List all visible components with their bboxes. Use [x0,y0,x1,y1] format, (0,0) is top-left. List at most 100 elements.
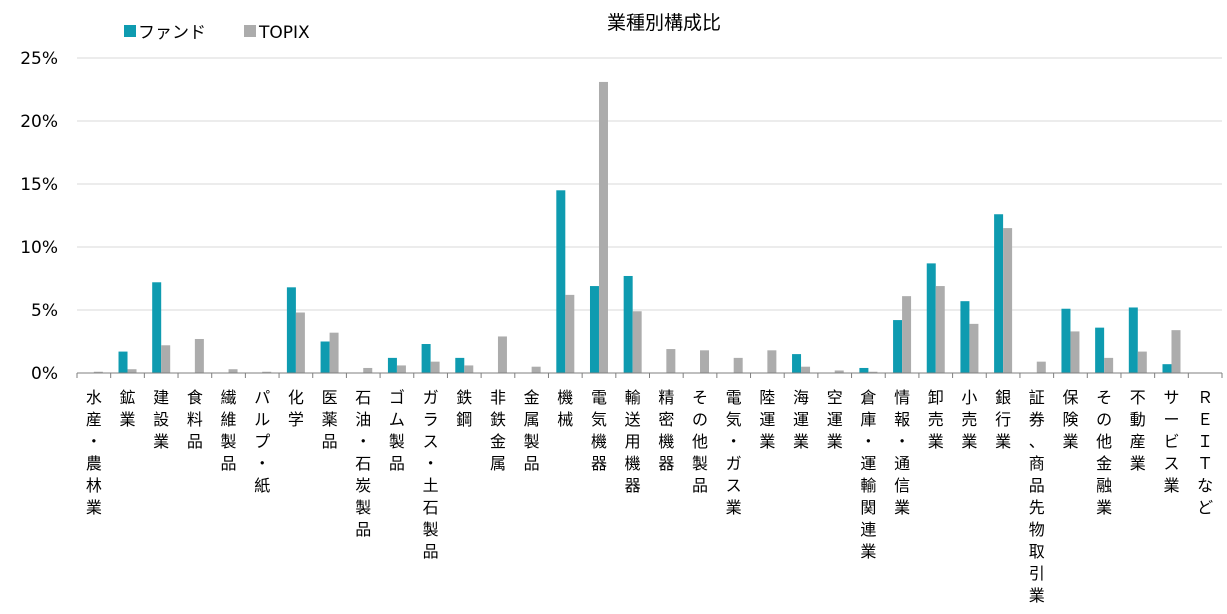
bar-topix [363,367,373,373]
category-label: 電気機器 [591,388,607,473]
bar-fund [118,351,128,373]
bar-topix [396,365,406,373]
category-label: ＲＥＩＴなど [1197,388,1213,517]
bar-fund [792,354,802,373]
bar-fund [556,190,566,373]
y-tick-label: 20% [20,112,58,132]
bar-fund [926,263,936,373]
category-label: 情報・通信業 [894,388,910,517]
bar-fund [1061,308,1071,373]
bar-topix [531,366,541,373]
y-axis: 0% 5% 10% 15% 20% 25% [20,49,58,384]
category-label: サービス業 [1163,388,1179,495]
bar-topix [127,369,137,373]
bar-topix [1137,351,1147,373]
category-label: 石油・石炭製品 [355,388,371,539]
category-label: ガラス・土石製品 [423,388,439,561]
y-tick-label: 5% [31,301,58,321]
bar-topix [262,371,272,373]
bar-fund [320,341,330,373]
category-label: パルプ・紙 [254,388,270,495]
category-label: ゴム製品 [389,388,405,473]
bar-fund [960,301,970,373]
bar-topix [1036,361,1046,373]
bar-fund [387,357,397,373]
bar-fund [859,367,869,373]
bar-topix [228,369,238,373]
bar-topix [161,345,171,373]
category-label: 陸運業 [759,388,775,451]
bar-fund [589,286,599,373]
bar-topix [93,371,103,373]
legend-swatch-topix [244,25,256,37]
bars [93,81,1181,373]
category-label: 食料品 [187,388,203,451]
y-tick-label: 25% [20,49,58,69]
category-label: 空運業 [827,388,843,451]
bar-topix [733,357,743,373]
bar-fund [421,344,431,373]
bar-topix [194,338,204,373]
legend-label-fund: ファンド [138,23,206,43]
category-label: 輸送用機器 [625,388,641,495]
bar-topix [464,365,474,373]
category-label: 銀行業 [995,388,1011,451]
bar-topix [1171,330,1181,373]
category-label: 証券、商品先物取引業 [1029,388,1045,605]
category-label: 卸売業 [928,388,944,451]
bar-fund [1095,327,1105,373]
bar-topix [632,311,642,373]
bar-fund [455,357,465,373]
bar-topix [1104,357,1114,373]
category-label: 小売業 [961,388,977,451]
bar-topix [868,371,878,373]
category-label: 海運業 [793,388,809,451]
bar-topix [902,296,912,373]
bar-topix [598,81,608,373]
bar-topix [295,312,305,373]
category-label: 精密機器 [658,388,674,473]
category-label: 電気・ガス業 [726,388,742,517]
bar-fund [1162,364,1172,373]
chart-title: 業種別構成比 [607,12,721,34]
legend-swatch-fund [124,25,136,37]
category-label: 倉庫・運輸関連業 [860,388,876,561]
category-label: その他製品 [692,388,708,495]
bar-fund [1128,307,1138,373]
category-label: 水産・農林業 [86,388,102,517]
category-label: 鉄鋼 [456,388,472,429]
bar-topix [969,323,979,373]
legend: ファンド TOPIX [124,23,310,43]
category-label: 建設業 [153,388,169,451]
bar-topix [700,350,710,373]
category-label: 鉱業 [120,388,136,429]
category-label: 化学 [288,388,304,429]
category-label: 非鉄金属 [490,388,506,473]
bar-topix [329,332,339,373]
category-label: 保険業 [1062,388,1078,451]
legend-label-topix: TOPIX [258,23,310,43]
bar-topix [935,286,945,373]
y-tick-label: 10% [20,238,58,258]
bar-topix [497,336,507,373]
bar-topix [801,366,811,373]
category-label: 金属製品 [524,388,540,473]
bar-fund [994,214,1004,373]
bar-topix [565,294,575,373]
bar-topix [767,350,777,373]
bar-fund [286,287,296,373]
bar-topix [666,349,676,373]
bar-topix [430,361,440,373]
bar-fund [623,275,633,373]
category-label: 不動産業 [1130,388,1146,473]
gridlines [77,57,1222,311]
y-tick-label: 0% [31,364,58,384]
bar-fund [152,282,162,373]
bar-topix [1003,228,1013,373]
x-axis [76,372,1223,378]
y-tick-label: 15% [20,175,58,195]
category-labels: 水産・農林業 鉱業 建設業 食料品 繊維製品 パルプ・紙 化学 医薬品 石油・石炭製品 ゴム製品 ガ… [86,388,1213,605]
category-label: 医薬品 [322,388,338,451]
bar-fund [893,320,903,373]
